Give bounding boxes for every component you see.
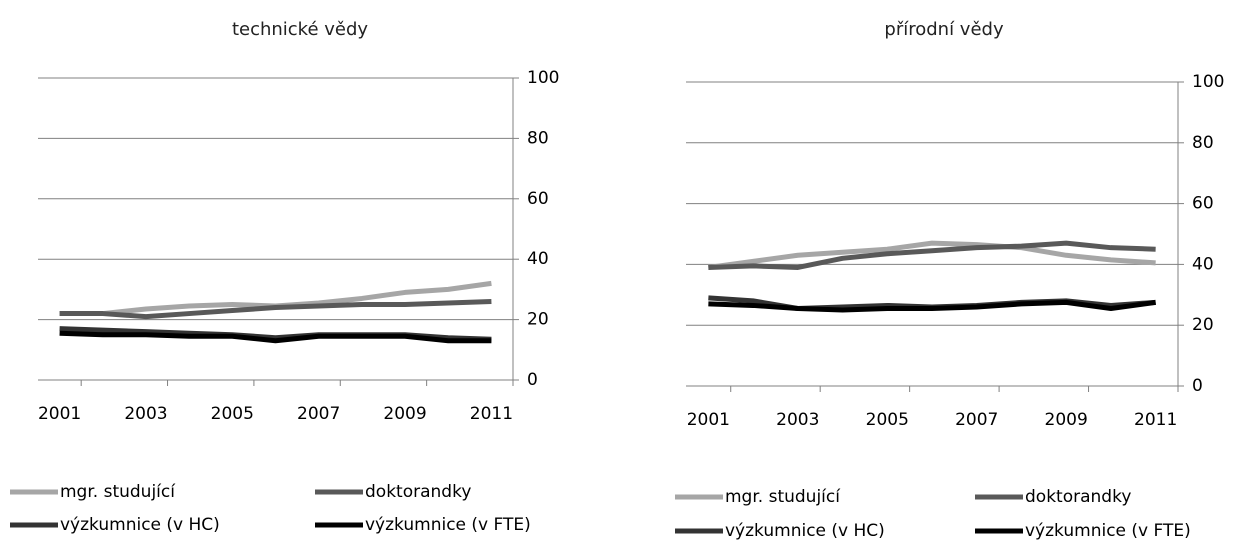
x-tick-label: 2009 xyxy=(1045,410,1088,430)
legend-label: mgr. studující xyxy=(60,482,176,502)
y-tick-label: 20 xyxy=(1192,315,1214,335)
series-line xyxy=(708,240,1156,270)
series-line xyxy=(59,330,492,344)
legend-label: výzkumnice (v FTE) xyxy=(365,515,531,535)
series-line xyxy=(59,298,492,320)
y-tick-label: 0 xyxy=(527,370,538,390)
x-tick-label: 2007 xyxy=(297,404,340,424)
legend-label: mgr. studující xyxy=(725,487,841,507)
x-tick-label: 2005 xyxy=(211,404,254,424)
series-line xyxy=(708,299,1156,313)
x-tick-label: 2003 xyxy=(776,410,819,430)
chart-title: přírodní vědy xyxy=(884,19,1004,40)
chart-title: technické vědy xyxy=(232,19,368,40)
y-tick-label: 100 xyxy=(527,68,559,88)
legend-label: doktorandky xyxy=(365,482,471,502)
y-tick-label: 40 xyxy=(1192,254,1214,274)
x-tick-label: 2007 xyxy=(955,410,998,430)
y-tick-label: 60 xyxy=(1192,194,1214,214)
x-tick-label: 2001 xyxy=(38,404,81,424)
y-tick-label: 0 xyxy=(1192,376,1203,396)
x-tick-label: 2005 xyxy=(866,410,909,430)
y-tick-label: 20 xyxy=(527,310,549,330)
legend-label: výzkumnice (v HC) xyxy=(725,521,885,541)
x-tick-label: 2011 xyxy=(1134,410,1177,430)
legend-label: doktorandky xyxy=(1025,487,1131,507)
legend-label: výzkumnice (v HC) xyxy=(60,515,220,535)
y-tick-label: 80 xyxy=(527,128,549,148)
y-tick-label: 40 xyxy=(527,249,549,269)
x-tick-label: 2003 xyxy=(124,404,167,424)
legend-label: výzkumnice (v FTE) xyxy=(1025,521,1191,541)
x-tick-label: 2001 xyxy=(687,410,730,430)
y-tick-label: 100 xyxy=(1192,72,1224,92)
y-tick-label: 60 xyxy=(527,189,549,209)
x-tick-label: 2011 xyxy=(470,404,513,424)
y-tick-label: 80 xyxy=(1192,133,1214,153)
x-tick-label: 2009 xyxy=(383,404,426,424)
series-line xyxy=(708,240,1156,270)
